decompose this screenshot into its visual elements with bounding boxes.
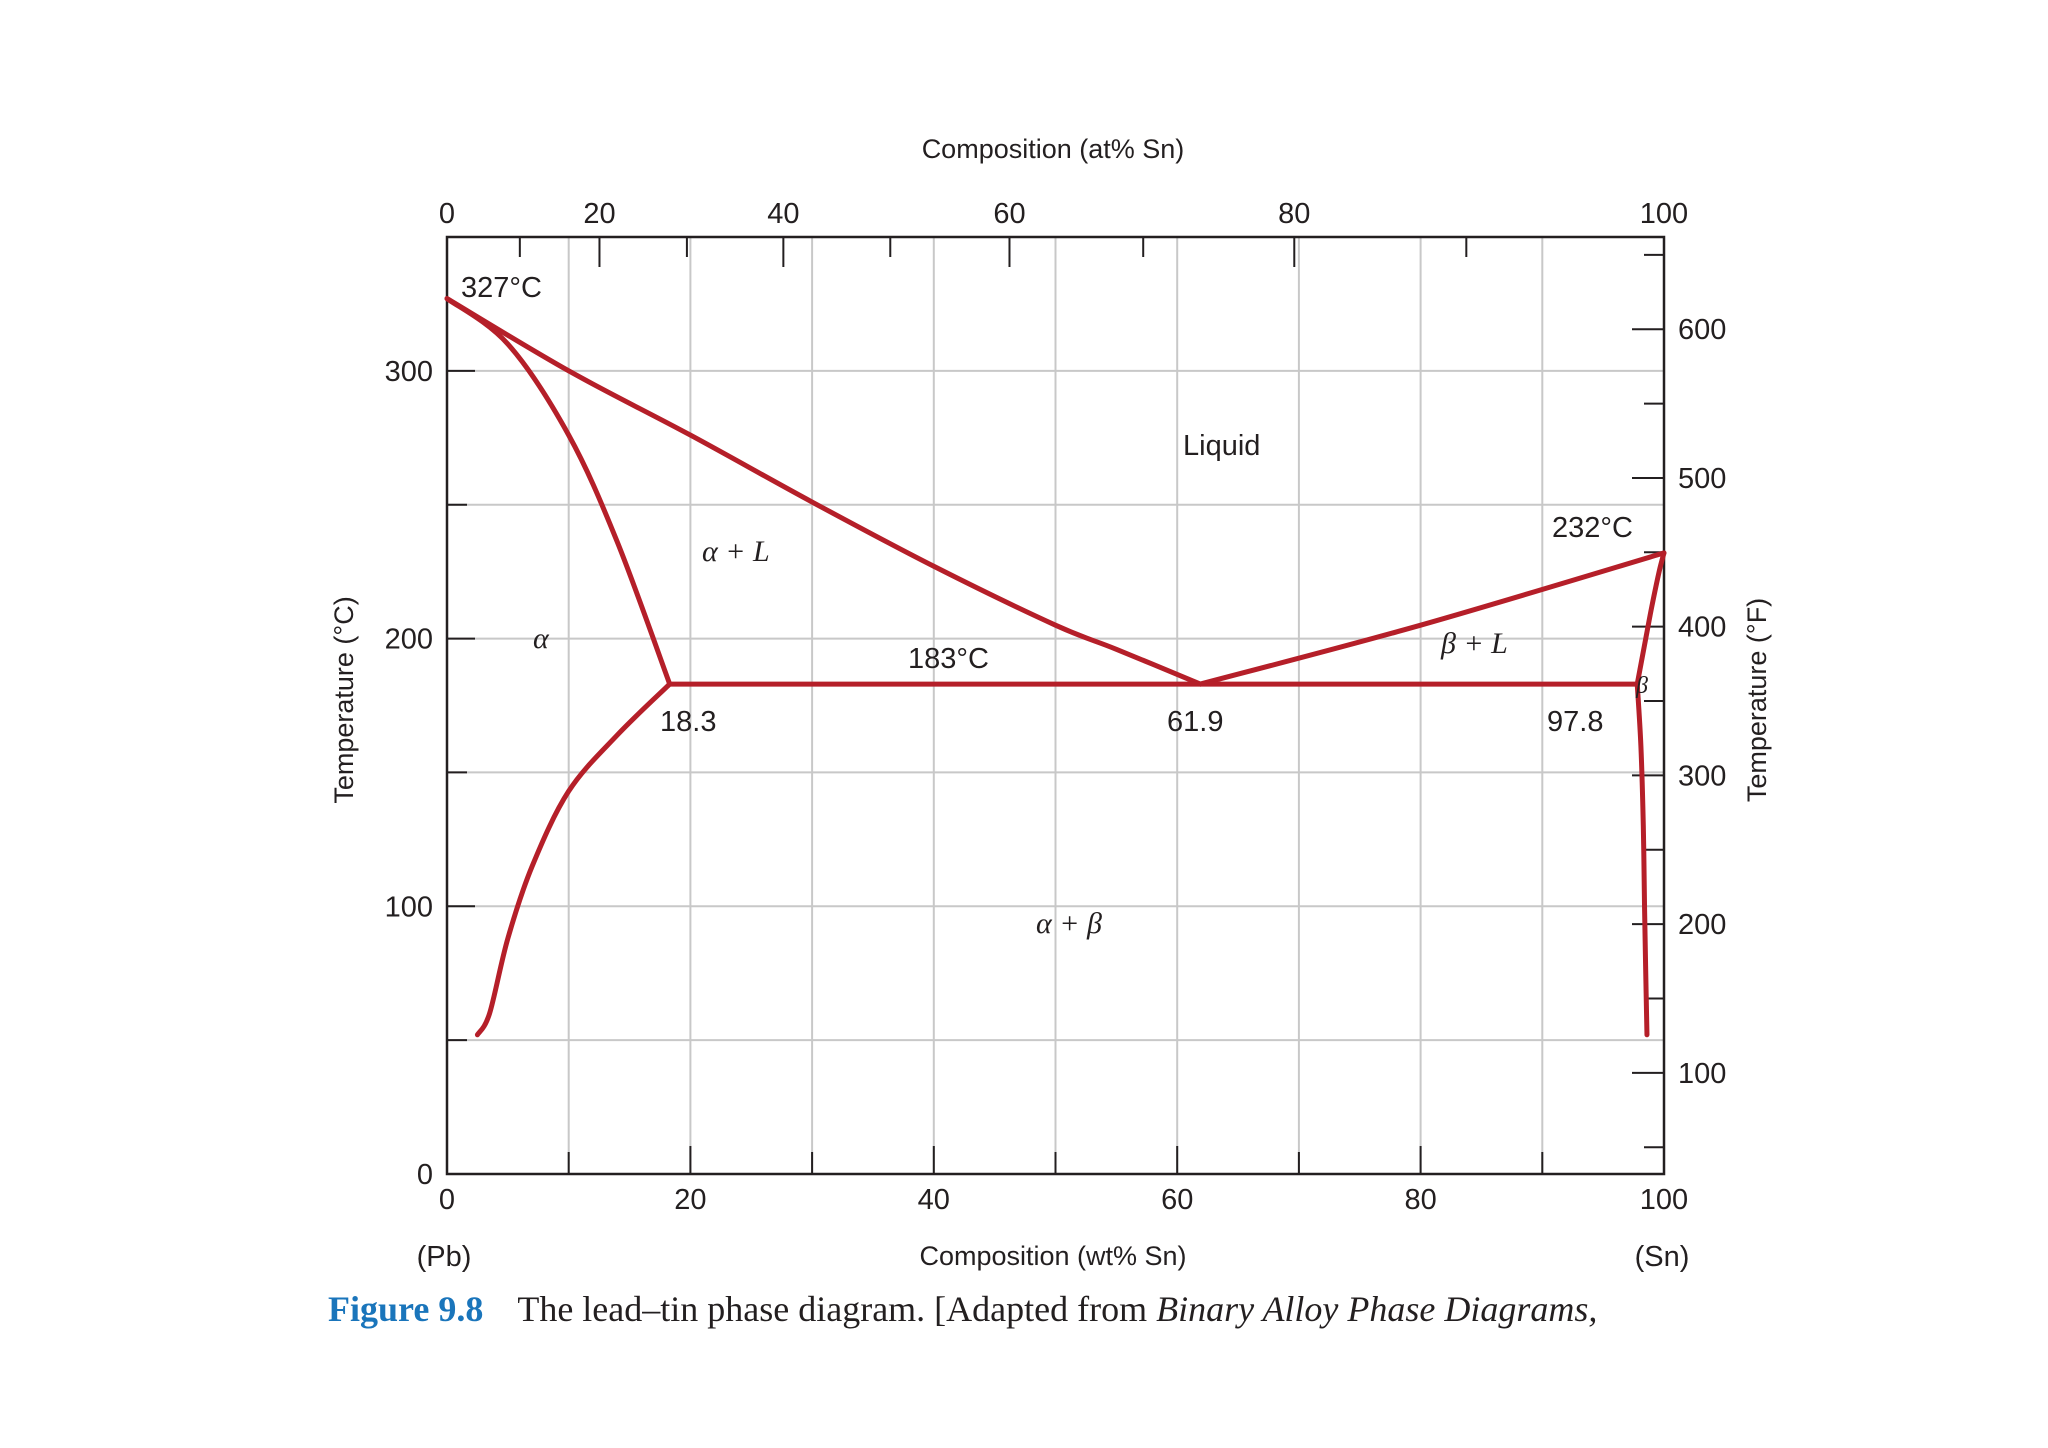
right-tick-label: 400 [1678,612,1726,644]
curve-alpha-solvus [474,681,673,1038]
region-alpha-plus-beta: α + β [1036,907,1102,940]
top-tick-label: 80 [1278,198,1310,230]
top-tick-label: 40 [767,198,799,230]
x-end-label-pb: (Pb) [417,1241,472,1273]
right-tick-label: 500 [1678,463,1726,495]
y-tick-label: 0 [417,1159,433,1191]
figure-caption: Figure 9.8 The lead–tin phase diagram. [A… [328,1288,2028,1330]
x-end-label-sn: (Sn) [1635,1241,1690,1273]
x-tick-label: 60 [1161,1184,1193,1216]
curve-beta-liquidus [1197,550,1667,687]
axis-ticks [447,237,1664,1174]
right-tick-label: 300 [1678,760,1726,792]
y-tick-label: 200 [385,624,433,656]
top-tick-label: 100 [1640,198,1688,230]
curve-alpha-solidus [444,296,673,687]
caption-text: The lead–tin phase diagram. [Adapted fro… [517,1289,1157,1329]
right-tick-label: 600 [1678,314,1726,346]
figure-number: Figure 9.8 [328,1289,484,1329]
grid-lines [447,237,1664,1174]
region-beta-plus-liquid: β + L [1440,627,1508,660]
phase-boundaries [444,296,1667,1038]
y-tick-label: 300 [385,356,433,388]
region-liquid: Liquid [1183,430,1260,462]
annotation-232c: 232°C [1552,512,1633,544]
right-axis-title: Temperature (°F) [1742,598,1772,802]
annotation-183c: 183°C [908,643,989,675]
right-tick-label: 200 [1678,909,1726,941]
curve-beta-solidus [1634,550,1667,687]
top-tick-label: 20 [583,198,615,230]
region-beta: β [1635,673,1648,699]
top-tick-label: 60 [993,198,1025,230]
curve-alpha-liquidus [444,296,1203,687]
annotation-97-8: 97.8 [1547,706,1603,738]
left-axis-title: Temperature (°C) [329,596,359,803]
x-tick-label: 40 [918,1184,950,1216]
y-tick-label: 100 [385,891,433,923]
axis-labels: 0 20 40 60 80 100 0 20 40 60 80 100 0 100 200 300 100 200… [385,198,1727,1216]
annotation-327c: 327°C [461,272,542,304]
region-alpha-plus-liquid: α + L [702,535,770,568]
annotation-61-9: 61.9 [1167,706,1223,738]
x-tick-label: 100 [1640,1184,1688,1216]
top-tick-label: 0 [439,198,455,230]
annotation-18-3: 18.3 [660,706,716,738]
x-tick-label: 80 [1404,1184,1436,1216]
top-axis-title: Composition (at% Sn) [922,134,1185,164]
region-alpha: α [533,622,550,655]
caption-italic-text: Binary Alloy Phase Diagrams, [1156,1289,1598,1329]
x-tick-label: 0 [439,1184,455,1216]
curve-beta-solvus [1634,681,1650,1038]
x-tick-label: 20 [674,1184,706,1216]
right-tick-label: 100 [1678,1058,1726,1090]
bottom-axis-title: Composition (wt% Sn) [919,1241,1186,1271]
